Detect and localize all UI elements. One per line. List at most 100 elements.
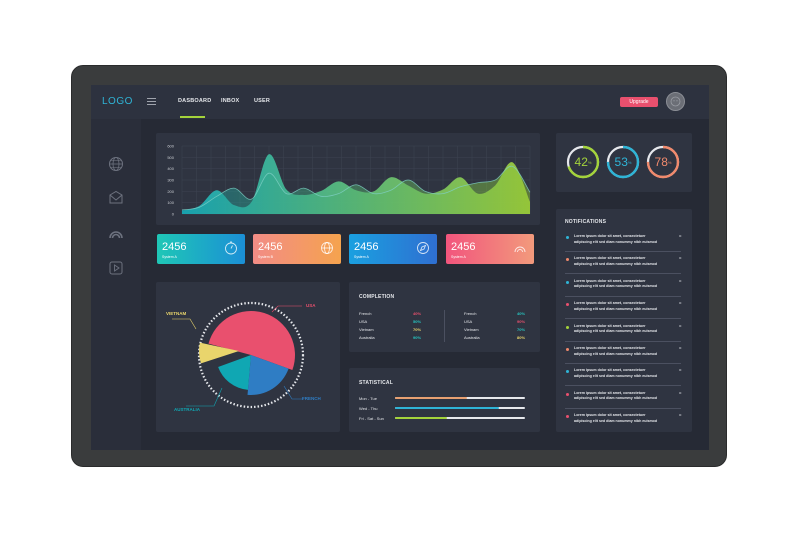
tab-user[interactable]: USER	[254, 98, 271, 104]
statistical-bar-track	[395, 407, 525, 409]
statistical-bar-fill	[395, 397, 467, 399]
stat-label: System B	[258, 255, 273, 259]
notification-separator	[565, 318, 681, 319]
completion-country: Vietnam	[359, 327, 374, 332]
statistical-panel: STATISTICAL Mon - Tue Wed - Thu Fri - Sat …	[349, 368, 540, 432]
completion-panel: COMPLETION French 40% USA 50% Vietnam 70% Aust…	[349, 282, 540, 352]
rainbow-icon[interactable]	[108, 225, 124, 241]
stat-card[interactable]: 2456 System A	[349, 234, 437, 264]
notification-item[interactable]: Lorem ipsum dolor sit amet, consectetuer…	[565, 388, 682, 410]
monitor-bezel: LOGO DASBOARD INBOX USER Upgrade	[71, 65, 727, 467]
statistical-bar-track	[395, 417, 525, 419]
play-icon[interactable]	[108, 260, 124, 276]
tab-inbox[interactable]: INBOX	[221, 98, 240, 104]
statistical-row-label: Mon - Tue	[359, 396, 378, 401]
statistical-row-label: Fri - Sat - Sun	[359, 416, 384, 421]
y-tick-label: 400	[167, 166, 174, 171]
gauge-ring	[566, 145, 600, 179]
notification-line-2: adipiscing elit sed diam nonummy nibh eu…	[574, 418, 658, 423]
stat-value: 2456	[451, 241, 476, 253]
gauges-panel: 42% 53% 78%	[556, 133, 692, 192]
gauge-ring	[646, 145, 680, 179]
completion-country: Australia	[359, 335, 375, 340]
notification-line-2: adipiscing elit sed diam nonummy nibh eu…	[574, 239, 658, 244]
notification-line-1: Lorem ipsum dolor sit amet, consectetuer	[574, 278, 646, 283]
tab-dashboard[interactable]: DASBOARD	[178, 98, 212, 104]
gauge-suffix: %	[627, 159, 632, 165]
gauge: 53%	[606, 145, 640, 179]
completion-country: Australia	[464, 335, 480, 340]
completion-title: COMPLETION	[359, 294, 395, 300]
globe-icon	[321, 242, 333, 254]
pie-slice-australia[interactable]	[218, 355, 251, 390]
notification-line-1: Lorem ipsum dolor sit amet, consectetuer	[574, 323, 646, 328]
notification-line-1: Lorem ipsum dolor sit amet, consectetuer	[574, 256, 646, 261]
avatar[interactable]	[666, 92, 685, 111]
statistical-bar-fill	[395, 407, 499, 409]
completion-value: 90%	[413, 335, 422, 340]
notification-separator	[565, 385, 681, 386]
notification-line-1: Lorem ipsum dolor sit amet, consectetuer	[574, 346, 646, 350]
y-tick-label: 600	[167, 144, 174, 149]
gauge: 78%	[646, 145, 680, 179]
completion-divider	[444, 310, 445, 342]
gauge-suffix: %	[667, 159, 672, 165]
pie-slice-french[interactable]	[247, 355, 289, 395]
notification-line-1: Lorem ipsum dolor sit amet, consectetuer	[574, 413, 646, 418]
globe-icon[interactable]	[108, 156, 124, 172]
gauge-value: 53%	[606, 145, 640, 180]
stat-card[interactable]: 2456 System B	[253, 234, 341, 264]
pie-slice-usa[interactable]	[208, 311, 295, 371]
stat-card[interactable]: 2456 System A	[157, 234, 245, 264]
top-bar: LOGO DASBOARD INBOX USER Upgrade	[91, 85, 709, 119]
notification-separator	[565, 363, 681, 364]
notification-dot	[566, 236, 569, 239]
menu-icon[interactable]	[147, 98, 156, 105]
notifications-panel: NOTIFICATIONS Lorem ipsum dolor sit amet…	[556, 209, 692, 432]
notification-item[interactable]: Lorem ipsum dolor sit amet, consectetuer…	[565, 298, 682, 320]
notification-line-2: adipiscing elit sed diam nonummy nibh eu…	[574, 396, 658, 401]
y-tick-label: 0	[172, 212, 175, 217]
completion-country: Vietnam	[464, 327, 479, 332]
upgrade-button[interactable]: Upgrade	[620, 97, 658, 107]
more-options-icon[interactable]: •••	[678, 346, 682, 350]
notification-dot	[566, 392, 569, 396]
pie-slice-vietnam[interactable]	[199, 342, 239, 364]
more-options-icon[interactable]: •••	[678, 413, 682, 418]
more-options-icon[interactable]: •••	[678, 278, 682, 283]
stat-card[interactable]: 2456 System A	[446, 234, 534, 264]
notification-item[interactable]: Lorem ipsum dolor sit amet, consectetuer…	[565, 365, 682, 387]
line-series-2	[181, 165, 531, 211]
dashboard-screen: LOGO DASBOARD INBOX USER Upgrade	[91, 85, 709, 450]
notification-dot	[566, 348, 569, 351]
area-series-2[interactable]	[182, 166, 530, 214]
notification-item[interactable]: Lorem ipsum dolor sit amet, consectetuer…	[565, 410, 682, 432]
completion-value: 90%	[517, 319, 526, 324]
notification-item[interactable]: Lorem ipsum dolor sit amet, consectetuer…	[565, 231, 682, 253]
more-options-icon[interactable]: •••	[678, 390, 682, 395]
more-options-icon[interactable]: •••	[678, 256, 682, 261]
notification-item[interactable]: Lorem ipsum dolor sit amet, consectetuer…	[565, 321, 682, 343]
statistical-bar-track	[395, 397, 525, 399]
completion-value: 70%	[413, 327, 422, 332]
notification-line-2: adipiscing elit sed diam nonummy nibh eu…	[574, 329, 658, 334]
pie-label-vietnam: VIETNAM	[166, 311, 187, 316]
gauge-ring	[606, 145, 640, 179]
notification-item[interactable]: Lorem ipsum dolor sit amet, consectetuer…	[565, 343, 682, 365]
leader-line-usa	[271, 305, 302, 313]
pie-chart-panel: USA FRENCH AUSTRALIA VIETNAM	[156, 282, 340, 432]
mail-icon[interactable]	[108, 190, 124, 206]
completion-value: 70%	[517, 327, 526, 332]
statistical-row-label: Wed - Thu	[359, 406, 378, 411]
more-options-icon[interactable]: •••	[678, 301, 682, 306]
notification-separator	[565, 407, 681, 409]
stat-value: 2456	[258, 241, 283, 253]
more-options-icon[interactable]: •••	[678, 323, 682, 328]
notification-item[interactable]: Lorem ipsum dolor sit amet, consectetuer…	[565, 276, 682, 298]
notification-item[interactable]: Lorem ipsum dolor sit amet, consectetuer…	[565, 253, 682, 275]
more-options-icon[interactable]: •••	[678, 368, 682, 373]
notification-separator	[565, 273, 681, 274]
stat-label: System A	[354, 255, 369, 259]
more-options-icon[interactable]: •••	[678, 234, 682, 238]
notification-separator	[565, 340, 681, 342]
